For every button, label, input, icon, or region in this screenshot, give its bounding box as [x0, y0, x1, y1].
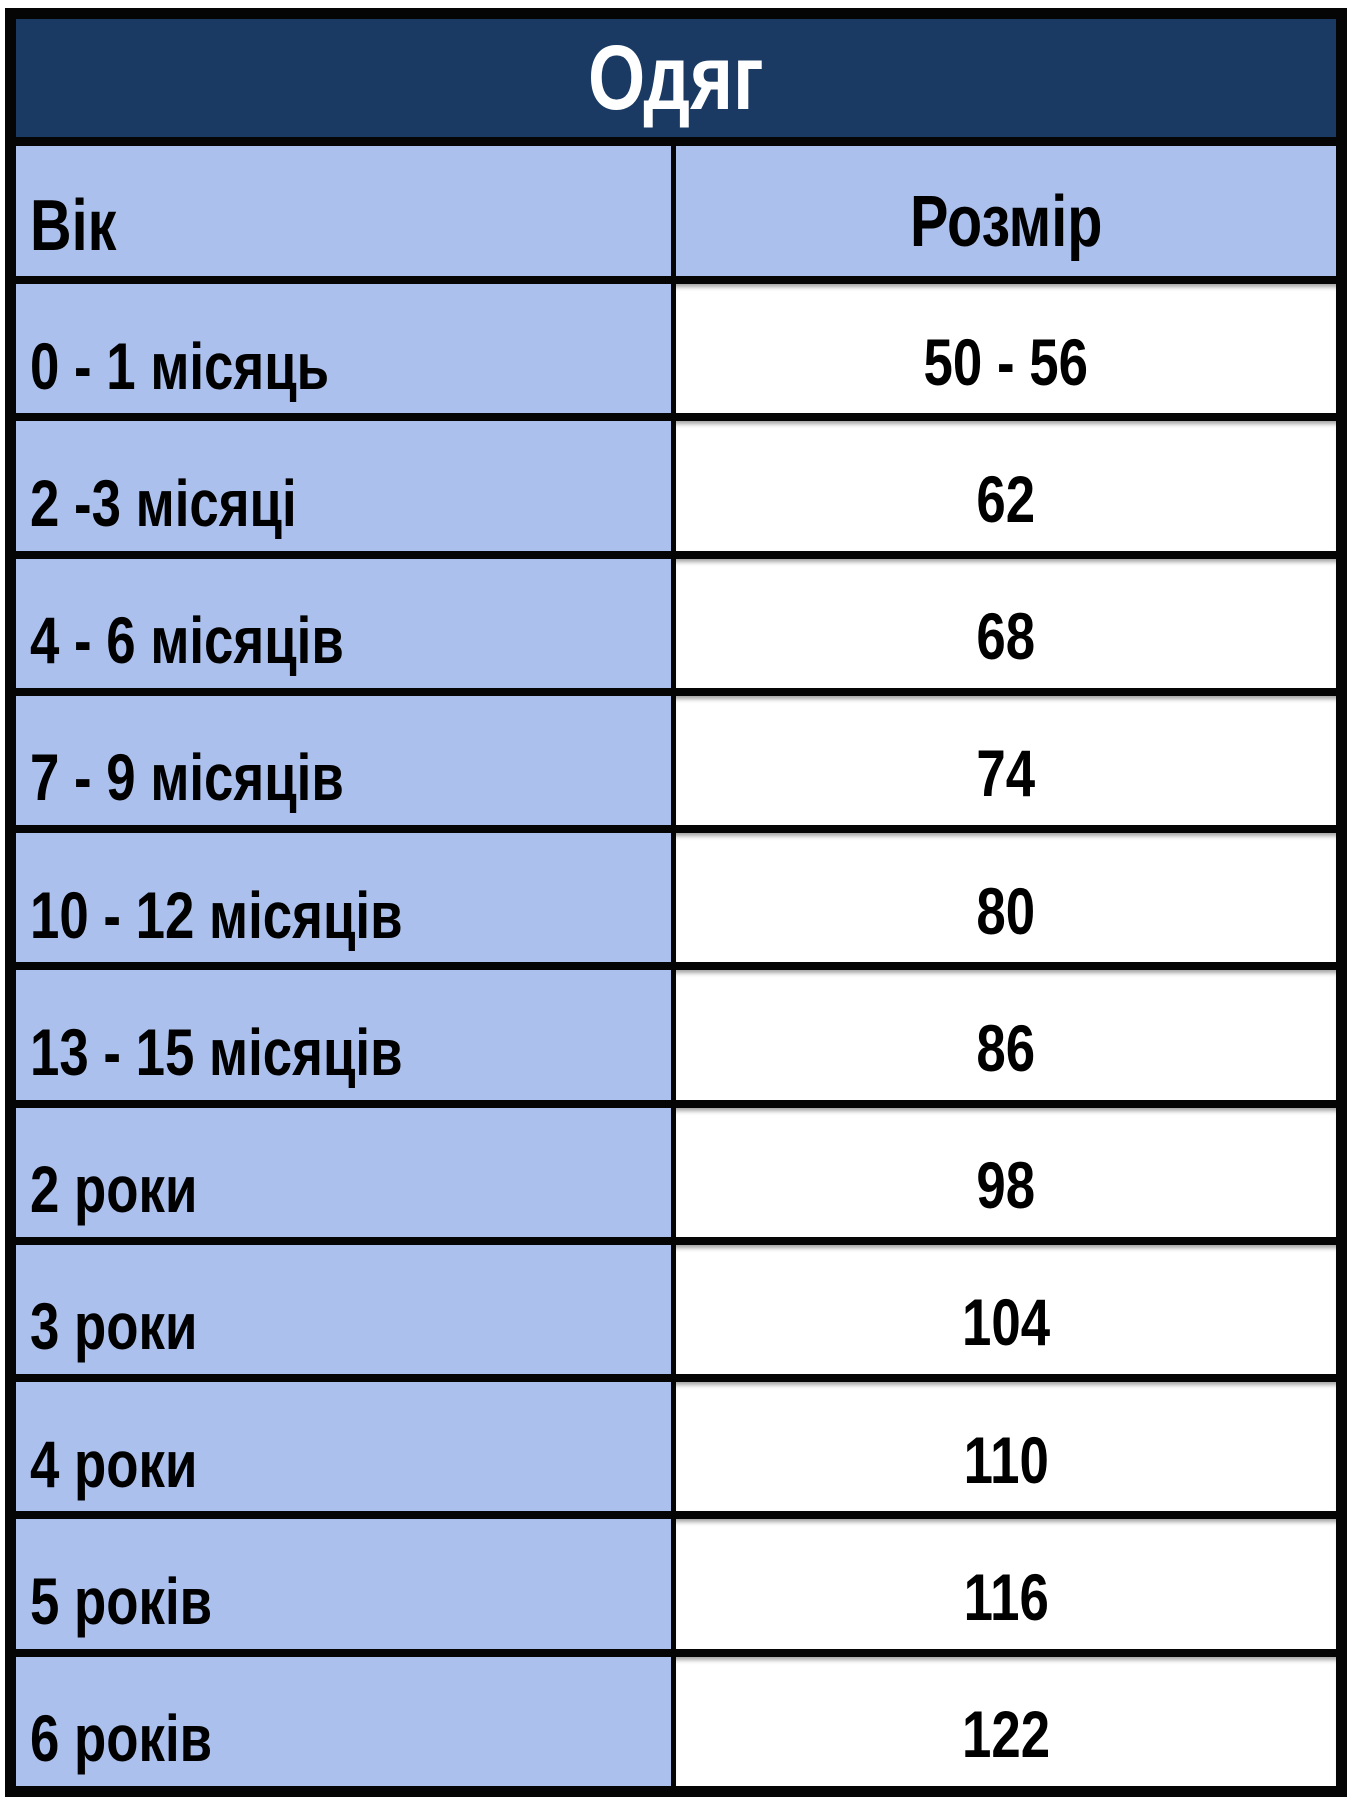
size-value: 80: [976, 873, 1036, 948]
age-value: 0 - 1 місяць: [30, 328, 330, 403]
table-row: 0 - 1 місяць 50 - 56: [16, 276, 1336, 414]
age-cell: 5 років: [16, 1519, 676, 1649]
size-value: 110: [963, 1422, 1049, 1497]
size-value: 86: [976, 1010, 1036, 1085]
table-row: 13 - 15 місяців 86: [16, 962, 1336, 1100]
size-value: 50 - 56: [923, 324, 1089, 399]
age-value: 4 - 6 місяців: [30, 603, 344, 678]
age-cell: 0 - 1 місяць: [16, 284, 676, 414]
table-row: 5 років 116: [16, 1511, 1336, 1649]
header-cell-age: Вік: [16, 146, 676, 276]
size-cell: 104: [676, 1244, 1336, 1375]
age-cell: 2 -3 місяці: [16, 421, 676, 551]
size-chart-table: Одяг Вік Розмір 0 - 1 місяць 50 - 56 2 -…: [5, 8, 1347, 1797]
size-value: 74: [976, 736, 1036, 811]
size-cell: 86: [676, 970, 1336, 1100]
header-row: Вік Розмір: [16, 146, 1336, 276]
table-row: 7 - 9 місяців 74: [16, 687, 1336, 826]
size-cell: 116: [676, 1519, 1336, 1649]
age-value: 6 років: [30, 1701, 213, 1776]
size-cell: 80: [676, 833, 1336, 963]
table-row: 2 -3 місяці 62: [16, 413, 1336, 551]
size-value: 116: [963, 1559, 1049, 1634]
age-cell: 2 роки: [16, 1107, 676, 1237]
table-row: 4 - 6 місяців 68: [16, 550, 1336, 688]
size-cell: 110: [676, 1382, 1336, 1512]
size-cell: 50 - 56: [676, 284, 1336, 414]
age-cell: 4 - 6 місяців: [16, 558, 676, 688]
table-row: 2 роки 98: [16, 1099, 1336, 1237]
size-value: 122: [961, 1697, 1051, 1772]
age-value: 2 -3 місяці: [30, 465, 297, 540]
size-value: 62: [976, 461, 1036, 536]
size-value: 98: [976, 1148, 1036, 1223]
age-cell: 4 роки: [16, 1382, 676, 1512]
age-value: 13 - 15 місяців: [30, 1014, 403, 1089]
age-cell: 13 - 15 місяців: [16, 970, 676, 1100]
column-header-size: Розмір: [909, 181, 1103, 262]
column-header-age: Вік: [30, 185, 117, 266]
size-cell: 74: [676, 695, 1336, 826]
size-value: 68: [976, 599, 1036, 674]
age-value: 10 - 12 місяців: [30, 877, 403, 952]
age-cell: 6 років: [16, 1656, 676, 1786]
table-title: Одяг: [588, 27, 764, 129]
age-value: 7 - 9 місяців: [30, 740, 344, 815]
age-cell: 10 - 12 місяців: [16, 833, 676, 963]
age-value: 4 роки: [30, 1426, 198, 1501]
header-cell-size: Розмір: [676, 146, 1336, 276]
table-row: 3 роки 104: [16, 1236, 1336, 1375]
age-value: 3 роки: [30, 1289, 198, 1364]
table-row: 6 років 122: [16, 1648, 1336, 1786]
table-title-bar: Одяг: [16, 19, 1336, 146]
size-cell: 98: [676, 1107, 1336, 1237]
age-cell: 3 роки: [16, 1244, 676, 1375]
size-cell: 68: [676, 558, 1336, 688]
age-value: 5 років: [30, 1563, 213, 1638]
size-cell: 62: [676, 421, 1336, 551]
age-value: 2 роки: [30, 1152, 198, 1227]
size-cell: 122: [676, 1656, 1336, 1786]
table-row: 10 - 12 місяців 80: [16, 825, 1336, 963]
table-row: 4 роки 110: [16, 1374, 1336, 1512]
size-value: 104: [961, 1285, 1051, 1360]
age-cell: 7 - 9 місяців: [16, 695, 676, 826]
